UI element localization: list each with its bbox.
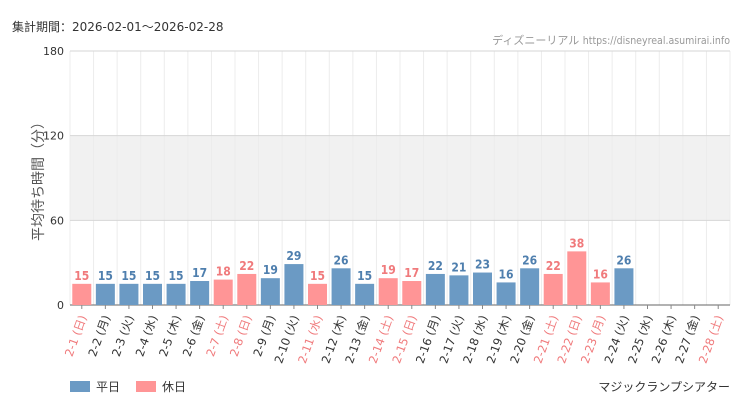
- bar: [308, 283, 327, 305]
- bar: [449, 275, 469, 305]
- bar: [543, 273, 563, 305]
- bar-value-label: 18: [216, 265, 231, 279]
- bar-value-label: 23: [475, 258, 490, 272]
- bar: [355, 283, 375, 305]
- bar: [473, 272, 492, 305]
- bar-value-label: 38: [569, 236, 584, 250]
- legend-label-holiday: 休日: [162, 380, 187, 394]
- bar-value-label: 17: [192, 266, 207, 280]
- y-tick-label: 180: [43, 45, 64, 58]
- period-value: 2026-02-01～2026-02-28: [72, 20, 224, 34]
- bar-value-label: 26: [522, 253, 537, 267]
- bar: [567, 251, 587, 305]
- bar-value-label: 15: [145, 269, 160, 283]
- bar-value-label: 26: [334, 253, 349, 267]
- y-tick-label: 60: [50, 214, 64, 227]
- bar: [331, 268, 351, 305]
- bar: [378, 278, 398, 305]
- bar-value-label: 15: [121, 269, 136, 283]
- bar: [520, 268, 540, 305]
- bar: [614, 268, 634, 305]
- legend-item-weekday: 平日: [70, 378, 120, 395]
- bar: [590, 282, 610, 305]
- bar: [284, 264, 304, 305]
- bar: [425, 273, 445, 305]
- bar: [213, 279, 233, 305]
- bar: [166, 283, 186, 305]
- site-url: https://disneyreal.asumirai.info: [582, 35, 730, 47]
- attraction-name: マジックランプシアター: [598, 380, 730, 394]
- bar-value-label: 21: [451, 260, 466, 274]
- y-tick-label: 0: [57, 299, 64, 312]
- bar-value-label: 15: [310, 269, 325, 283]
- bar-value-label: 15: [357, 269, 372, 283]
- bar: [496, 282, 516, 305]
- legend-label-weekday: 平日: [96, 380, 121, 394]
- bar-value-label: 16: [499, 267, 514, 281]
- bar-value-label: 22: [546, 259, 561, 273]
- legend-swatch-holiday: [136, 381, 157, 392]
- bar: [260, 278, 280, 305]
- bar: [237, 273, 257, 305]
- bar-value-label: 15: [98, 269, 113, 283]
- bar-value-label: 16: [593, 267, 608, 281]
- bar: [143, 283, 162, 305]
- bar: [402, 281, 422, 305]
- period-text: 集計期間：2026-02-01～2026-02-28: [12, 18, 224, 35]
- site-name: ディズニーリアル: [492, 34, 580, 47]
- bar-value-label: 29: [286, 249, 301, 263]
- period-label: 集計期間：: [12, 20, 73, 34]
- bar-value-label: 22: [428, 259, 443, 273]
- legend: 平日 休日: [70, 378, 186, 395]
- bar: [72, 283, 92, 305]
- y-tick-label: 120: [43, 130, 64, 143]
- bar-value-label: 22: [239, 259, 254, 273]
- site-credit: ディズニーリアル https://disneyreal.asumirai.inf…: [492, 32, 730, 48]
- legend-swatch-weekday: [70, 381, 90, 392]
- bar: [190, 281, 210, 305]
- bar-value-label: 15: [169, 269, 184, 283]
- bar-value-label: 15: [74, 269, 89, 283]
- bar: [95, 283, 115, 305]
- bar-value-label: 26: [616, 253, 631, 267]
- legend-item-holiday: 休日: [136, 378, 186, 395]
- bar-value-label: 19: [263, 263, 278, 277]
- bar: [119, 283, 139, 305]
- bar-value-label: 19: [381, 263, 396, 277]
- bar-value-label: 17: [404, 266, 419, 280]
